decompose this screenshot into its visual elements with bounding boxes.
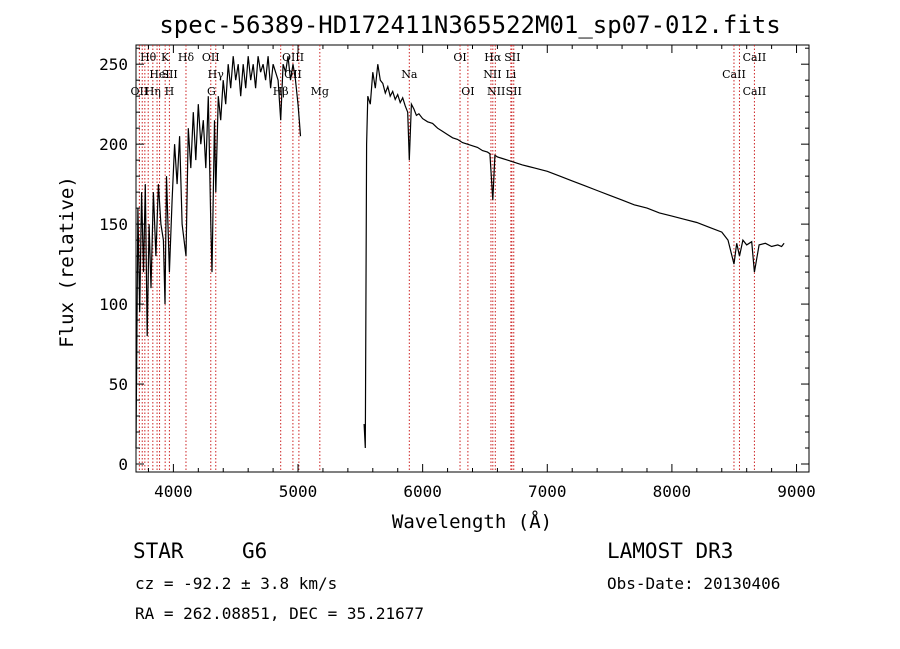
line-id-label: OI: [461, 85, 474, 98]
spectrum-line: [135, 56, 785, 449]
line-id-label: SII: [504, 51, 520, 64]
y-tick-label: 0: [118, 455, 128, 474]
redshift-velocity: cz = -92.2 ± 3.8 km/s: [135, 574, 338, 593]
line-id-label: Hβ: [273, 85, 289, 98]
x-tick-label: 9000: [777, 482, 816, 501]
x-tick-label: 5000: [279, 482, 318, 501]
line-labels: OII Hθ Hη HeI K SII H Hδ OII Hγ G OIII OII Hβ Mg Na OI OI…: [131, 51, 767, 98]
axis-ticks: 4000 5000 6000 7000 8000 9000 0 50 100 150 200 250: [99, 45, 816, 501]
y-tick-label: 50: [109, 375, 128, 394]
line-id-label: OIII: [282, 51, 304, 64]
line-id-label: Hδ: [178, 51, 195, 64]
x-tick-label: 7000: [528, 482, 567, 501]
observation-date: Obs-Date: 20130406: [607, 574, 781, 593]
line-id-label: CaII: [743, 51, 767, 64]
chart-title: spec-56389-HD172411N365522M01_sp07-012.f…: [159, 11, 780, 39]
line-id-label: OII: [202, 51, 220, 64]
line-id-label: Na: [401, 68, 418, 81]
x-tick-label: 8000: [653, 482, 692, 501]
x-axis-label: Wavelength (Å): [392, 510, 552, 533]
line-id-label: HeI: [149, 68, 169, 81]
line-id-label: NII: [483, 68, 501, 81]
line-id-label: Hη: [145, 85, 161, 98]
y-tick-label: 250: [99, 55, 128, 74]
y-tick-label: 200: [99, 135, 128, 154]
x-tick-label: 6000: [403, 482, 442, 501]
line-id-label: OII: [284, 68, 302, 81]
coordinates: RA = 262.08851, DEC = 35.21677: [135, 604, 424, 623]
line-id-label: CaII: [722, 68, 746, 81]
line-id-label: Hγ: [208, 68, 225, 81]
line-id-label: NII: [487, 85, 505, 98]
spectrum-chart: spec-56389-HD172411N365522M01_sp07-012.f…: [56, 11, 816, 533]
survey-name: LAMOST DR3: [607, 539, 734, 563]
object-class: STAR: [133, 539, 184, 563]
line-id-label: CaII: [743, 85, 767, 98]
y-tick-label: 100: [99, 295, 128, 314]
line-id-label: K: [161, 51, 170, 64]
plot-frame: [135, 44, 810, 473]
line-id-label: OI: [453, 51, 466, 64]
line-id-label: Mg: [311, 85, 329, 98]
line-id-label: Hθ: [140, 51, 157, 64]
line-id-label: Li: [505, 68, 516, 81]
line-id-label: SII: [162, 68, 178, 81]
line-id-label: H: [165, 85, 175, 98]
x-tick-label: 4000: [154, 482, 193, 501]
line-markers: [138, 45, 755, 472]
line-id-label: G: [207, 85, 216, 98]
y-tick-label: 150: [99, 215, 128, 234]
line-id-label: Hα: [484, 51, 502, 64]
line-id-label: OII: [131, 85, 149, 98]
object-subclass: G6: [242, 539, 268, 563]
y-axis-label: Flux (relative): [56, 176, 78, 348]
line-id-label: SII: [506, 85, 522, 98]
